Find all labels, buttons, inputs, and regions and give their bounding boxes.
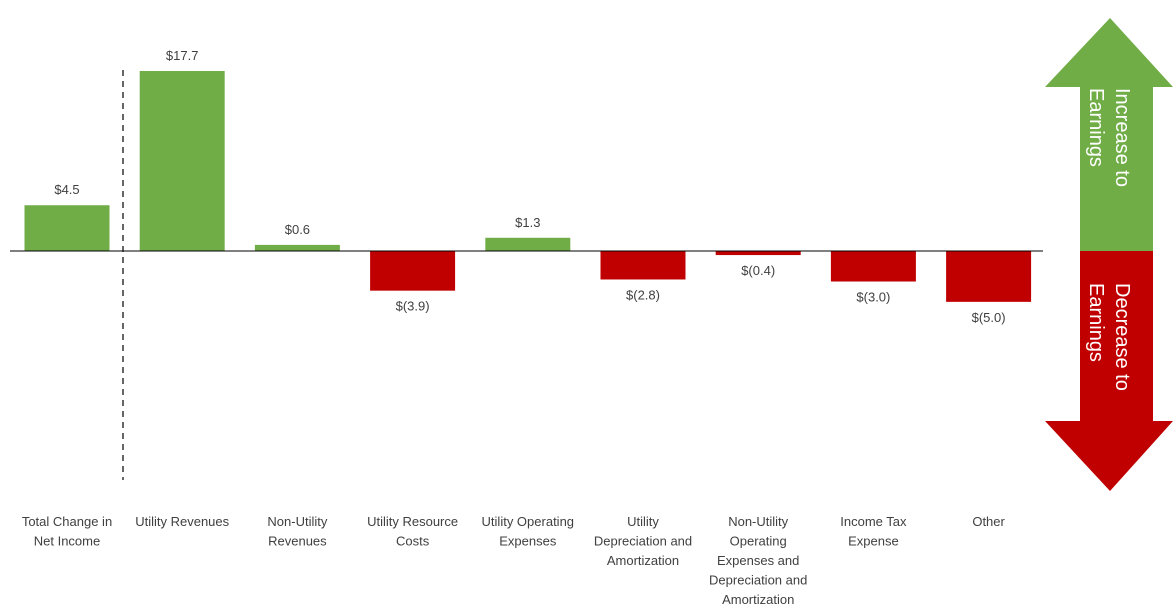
data-label-1: $17.7 [166,48,199,63]
bar-8 [946,251,1032,302]
bar-4 [485,237,571,251]
category-label-7: Income Tax Expense [840,514,907,549]
category-label-6: Non-Utility Operating Expenses and Deprecia… [709,514,807,604]
bar-0 [24,205,110,251]
data-label-5: $(2.8) [626,287,660,302]
data-label-0: $4.5 [54,182,79,197]
bars-layer [24,70,1032,302]
category-label-2: Non-Utility Revenues [267,514,327,549]
category-labels: Total Change in Net Income Utility Revenue… [22,514,1006,604]
bar-1 [139,70,225,251]
increase-arrow-icon [1045,18,1173,251]
increase-text-line-1: Increase to [1111,88,1133,187]
category-label-5: Utility Depreciation and Amortization [594,514,692,568]
bar-5 [600,251,686,280]
data-label-2: $0.6 [285,222,310,237]
bar-2 [254,244,340,251]
bar-3 [370,251,456,291]
labels-layer: $4.5 $17.7 $0.6 $(3.9) $1.3 $(2.8) $(0.4) $(3.0… [54,48,1005,325]
data-label-4: $1.3 [515,215,540,230]
category-label-3: Utility Resource Costs [367,514,458,549]
category-label-4: Utility Operating Expenses [482,514,574,549]
data-label-3: $(3.9) [396,299,430,314]
data-label-7: $(3.0) [856,290,890,305]
data-label-8: $(5.0) [972,310,1006,325]
increase-text-line-2: Earnings [1085,88,1107,167]
decrease-text-line-2: Earnings [1085,283,1107,362]
category-label-1: Utility Revenues [135,514,229,529]
category-label-8: Other [972,514,1005,529]
data-label-6: $(0.4) [741,263,775,278]
bar-7 [830,251,916,282]
decrease-arrow-icon [1045,251,1173,491]
decrease-text-line-1: Decrease to [1111,283,1133,391]
bar-6 [715,251,801,256]
category-label-0: Total Change in Net Income [22,514,112,549]
